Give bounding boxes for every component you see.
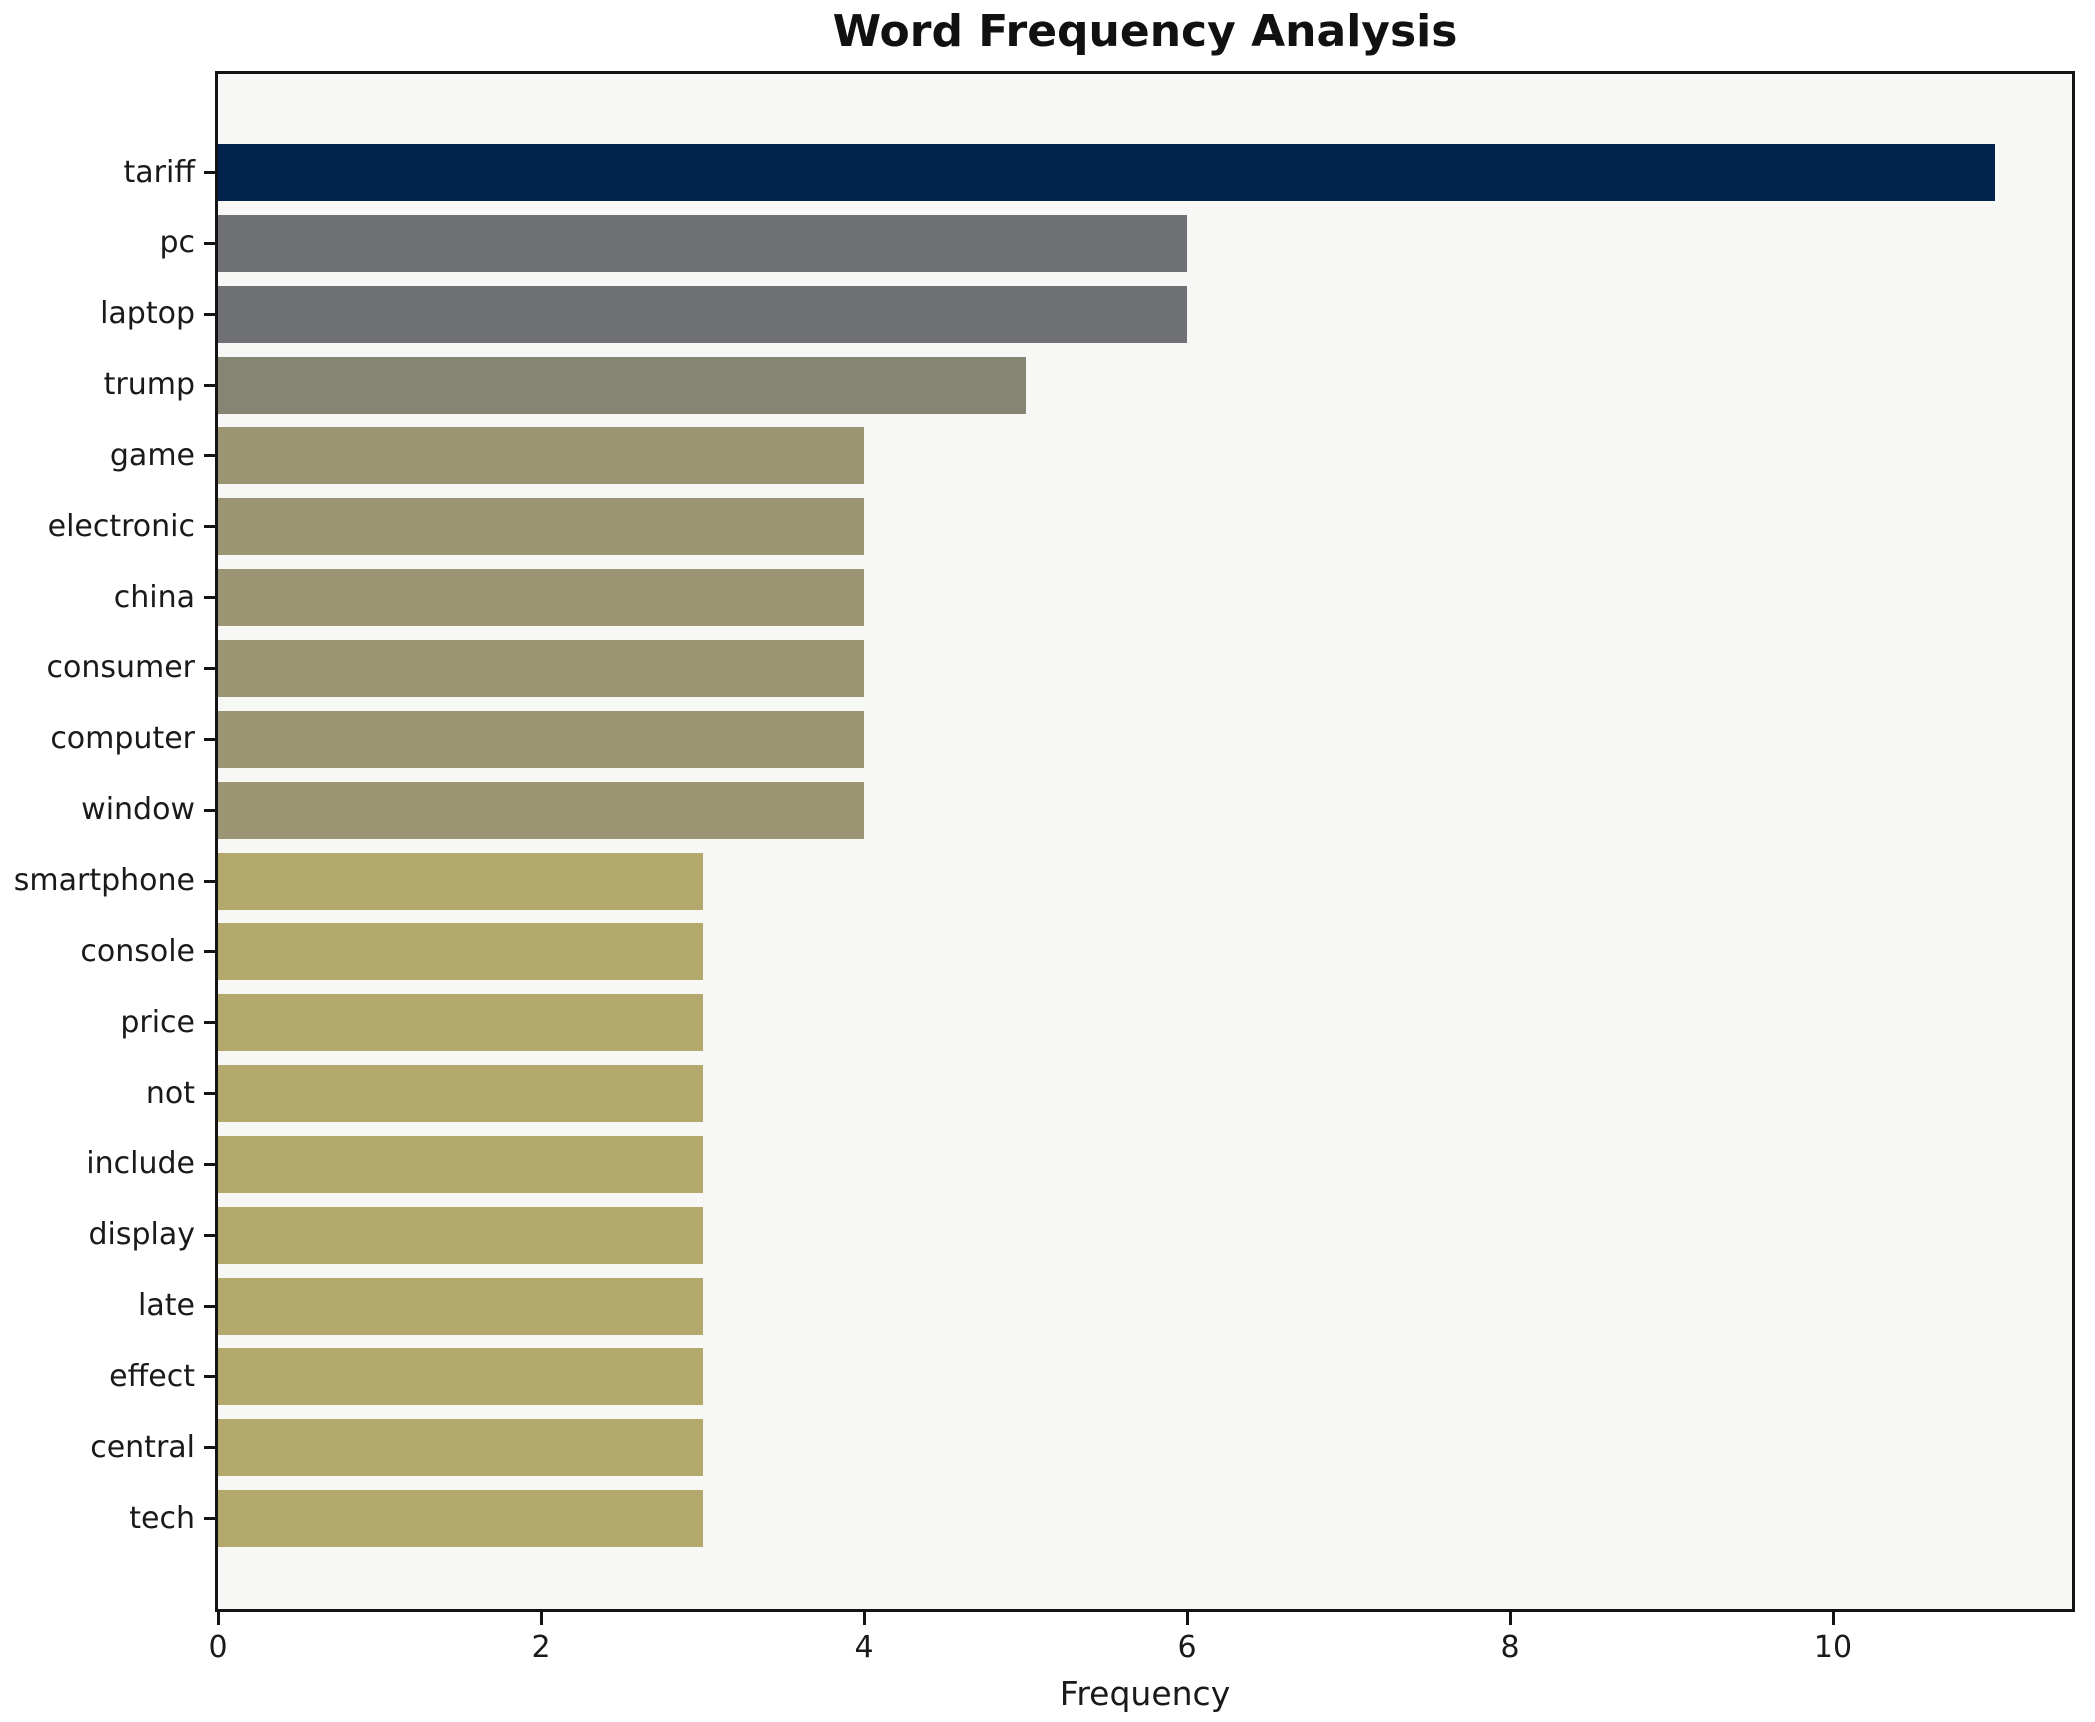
- y-axis-label: electronic: [47, 508, 195, 544]
- bar-game: [218, 427, 864, 485]
- y-axis-label: not: [145, 1075, 195, 1111]
- y-axis-label: display: [88, 1217, 195, 1253]
- y-axis-label: tariff: [123, 154, 195, 190]
- y-axis-label: late: [138, 1288, 195, 1324]
- y-tick-mark: [204, 737, 215, 741]
- y-tick-mark: [204, 950, 215, 954]
- x-tick-label: 8: [1500, 1630, 1520, 1665]
- bar-electronic: [218, 498, 864, 556]
- bar-central: [218, 1419, 703, 1477]
- bar-pc: [218, 214, 1187, 272]
- chart-title: Word Frequency Analysis: [832, 6, 1458, 57]
- x-axis-label: Frequency: [1059, 1674, 1231, 1713]
- bar-tariff: [218, 144, 1995, 201]
- y-tick-mark: [204, 596, 215, 600]
- bar-console: [218, 923, 703, 981]
- plot-area: [215, 71, 2075, 1612]
- y-axis-label: trump: [103, 367, 195, 403]
- bar-display: [218, 1206, 703, 1264]
- bar-china: [218, 569, 864, 627]
- bar-include: [218, 1135, 703, 1193]
- y-tick-mark: [204, 808, 215, 812]
- y-tick-mark: [204, 666, 215, 670]
- y-axis-label: effect: [109, 1358, 195, 1394]
- bar-consumer: [218, 639, 864, 697]
- y-axis-label: central: [90, 1429, 195, 1465]
- bar-window: [218, 781, 864, 839]
- y-tick-mark: [204, 879, 215, 883]
- x-tick-mark: [1185, 1612, 1189, 1625]
- bar-computer: [218, 710, 864, 768]
- y-tick-mark: [204, 525, 215, 529]
- y-axis-label: china: [113, 579, 195, 615]
- x-tick-label: 2: [531, 1630, 551, 1665]
- y-tick-mark: [204, 241, 215, 245]
- y-tick-mark: [204, 1375, 215, 1379]
- x-tick-label: 10: [1813, 1630, 1853, 1665]
- y-tick-mark: [204, 454, 215, 458]
- y-tick-mark: [204, 383, 215, 387]
- bar-trump: [218, 356, 1026, 414]
- y-tick-mark: [204, 1021, 215, 1025]
- bar-late: [218, 1277, 703, 1335]
- bar-laptop: [218, 285, 1187, 343]
- y-tick-mark: [204, 1517, 215, 1521]
- y-axis-label: include: [86, 1146, 195, 1182]
- x-tick-mark: [862, 1612, 866, 1625]
- x-tick-label: 0: [208, 1630, 228, 1665]
- y-axis-label: tech: [129, 1500, 195, 1536]
- y-tick-mark: [204, 1446, 215, 1450]
- y-axis-label: game: [109, 437, 195, 473]
- y-axis-label: price: [120, 1004, 195, 1040]
- x-tick-mark: [216, 1612, 220, 1625]
- x-tick-label: 6: [1177, 1630, 1197, 1665]
- y-axis-label: laptop: [100, 296, 195, 332]
- y-axis-label: consumer: [46, 650, 195, 686]
- x-tick-mark: [1508, 1612, 1512, 1625]
- bar-tech: [218, 1490, 703, 1548]
- bar-price: [218, 994, 703, 1052]
- y-axis-label: window: [81, 792, 195, 828]
- y-axis-label: console: [80, 933, 195, 969]
- x-tick-mark: [1831, 1612, 1835, 1625]
- bar-effect: [218, 1348, 703, 1406]
- y-tick-mark: [204, 1092, 215, 1096]
- y-tick-mark: [204, 1304, 215, 1308]
- y-tick-mark: [204, 1162, 215, 1166]
- bar-smartphone: [218, 852, 703, 910]
- y-tick-mark: [204, 1233, 215, 1237]
- x-tick-label: 4: [854, 1630, 874, 1665]
- y-axis-label: smartphone: [13, 863, 195, 898]
- bar-not: [218, 1065, 703, 1123]
- y-axis-label: computer: [50, 721, 195, 757]
- y-tick-mark: [204, 312, 215, 316]
- y-axis-label: pc: [159, 225, 195, 261]
- y-tick-mark: [204, 171, 215, 174]
- x-tick-mark: [539, 1612, 543, 1625]
